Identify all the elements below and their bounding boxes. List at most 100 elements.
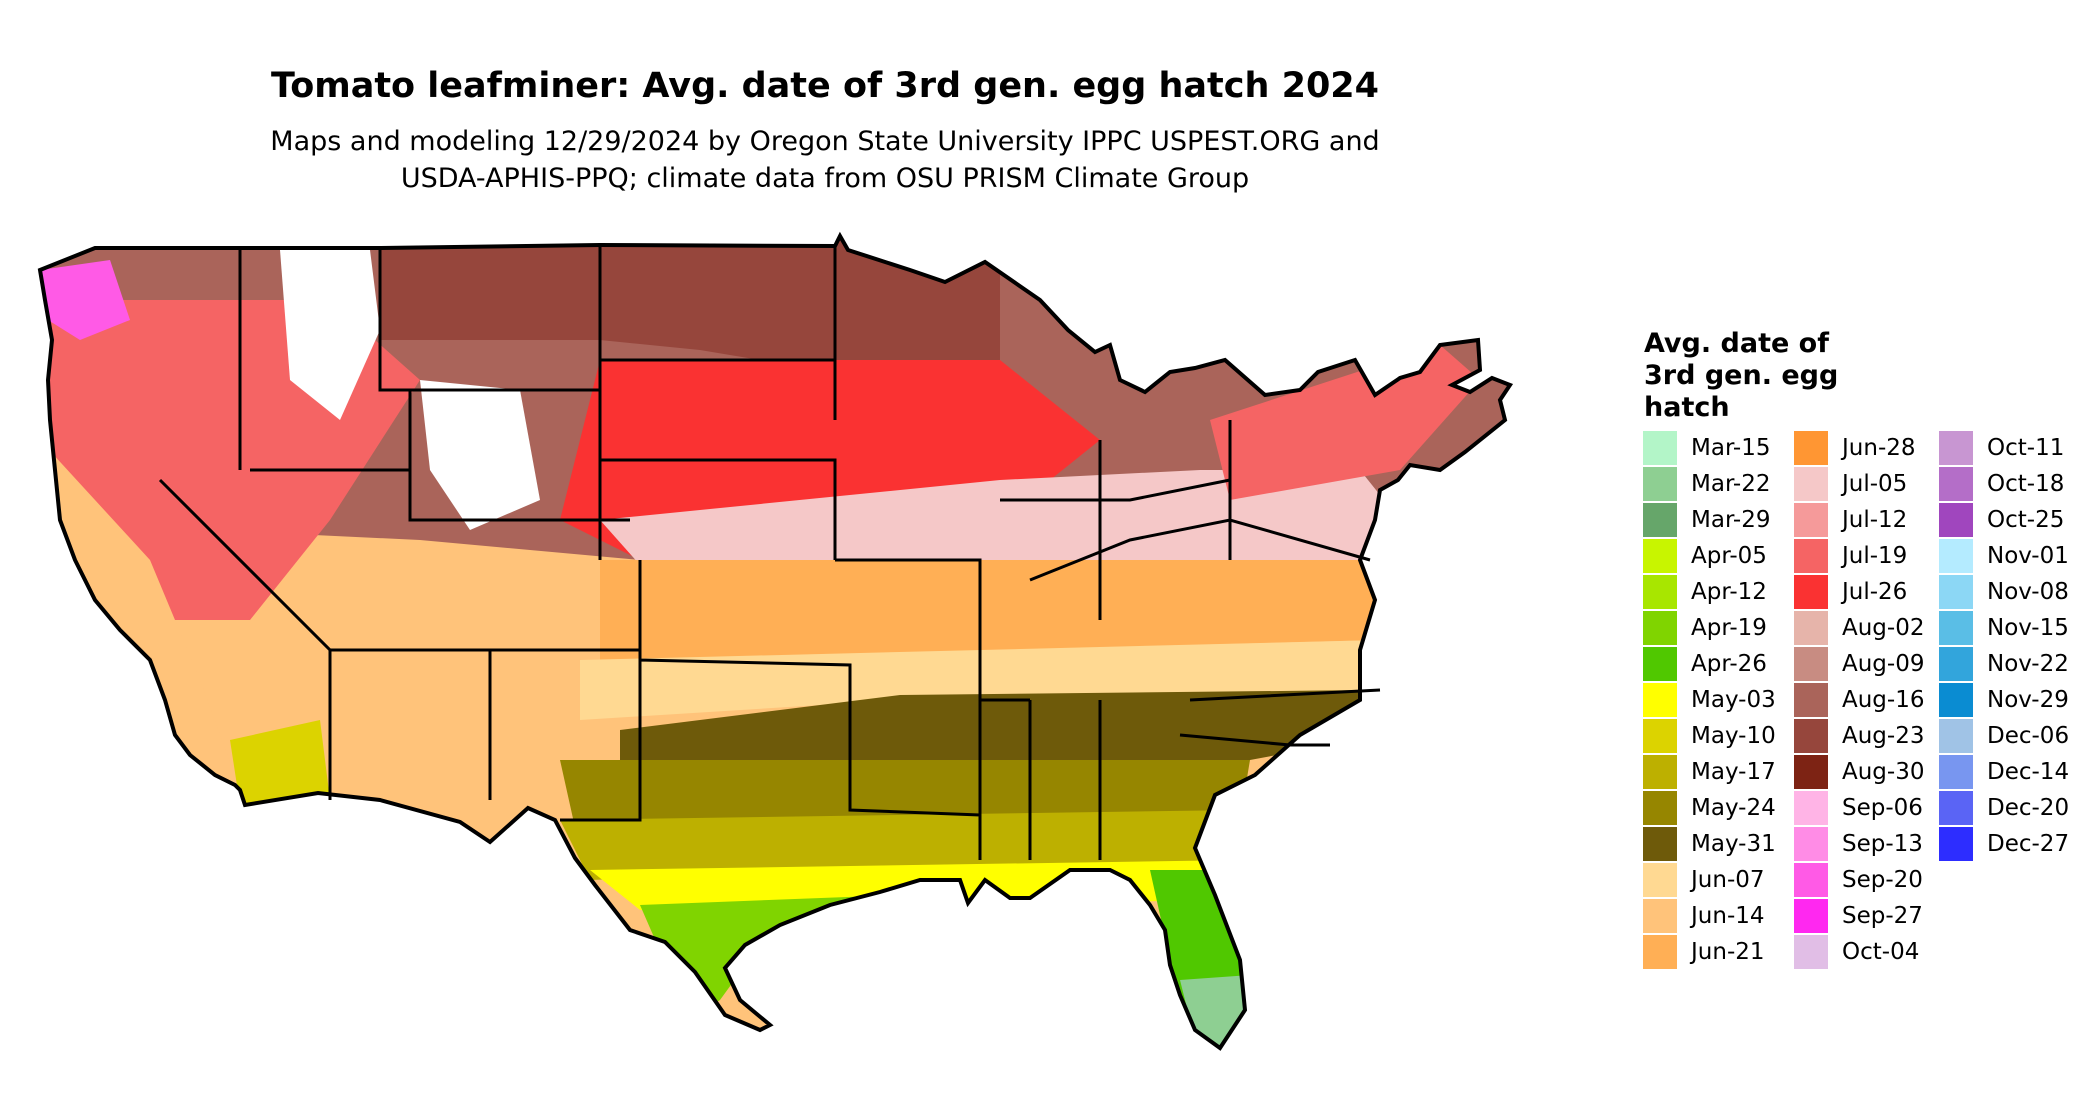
legend-item: Oct-11 [1939, 430, 2064, 466]
legend-swatch [1939, 647, 1973, 681]
legend-item: Jun-21 [1643, 934, 1765, 970]
legend-label: Jun-14 [1691, 903, 1765, 929]
legend-swatch [1643, 539, 1677, 573]
legend-swatch [1794, 575, 1828, 609]
legend-item: Jul-19 [1794, 538, 1907, 574]
legend-swatch [1939, 755, 1973, 789]
legend-label: Nov-29 [1987, 687, 2069, 713]
legend-swatch [1643, 647, 1677, 681]
legend-item: Jun-28 [1794, 430, 1916, 466]
legend-label: May-31 [1691, 831, 1776, 857]
legend-swatch [1939, 467, 1973, 501]
legend-swatch [1643, 719, 1677, 753]
legend-label: Sep-13 [1842, 831, 1923, 857]
legend-item: Jul-05 [1794, 466, 1907, 502]
legend-item: Aug-09 [1794, 646, 1924, 682]
legend-item: Nov-29 [1939, 682, 2069, 718]
legend-label: Oct-25 [1987, 507, 2065, 533]
legend-swatch [1643, 683, 1677, 717]
legend-label: Dec-06 [1987, 723, 2070, 749]
legend-swatch [1643, 935, 1677, 969]
legend-label: Nov-01 [1987, 543, 2069, 569]
legend-item: Mar-15 [1643, 430, 1771, 466]
legend-title-line: Avg. date of [1644, 328, 1829, 359]
legend-item: Apr-26 [1643, 646, 1767, 682]
legend-swatch [1939, 539, 1973, 573]
legend-item: Oct-04 [1794, 934, 1919, 970]
legend-item: Sep-27 [1794, 898, 1923, 934]
legend-label: May-24 [1691, 795, 1776, 821]
legend-label: Nov-15 [1987, 615, 2069, 641]
legend-swatch [1794, 683, 1828, 717]
legend-item: Dec-14 [1939, 754, 2069, 790]
legend-label: Sep-27 [1842, 903, 1923, 929]
legend-label: May-03 [1691, 687, 1776, 713]
legend-swatch [1794, 611, 1828, 645]
legend-item: Sep-20 [1794, 862, 1923, 898]
legend-label: Mar-22 [1691, 471, 1771, 497]
legend-item: Aug-16 [1794, 682, 1924, 718]
legend-label: Oct-11 [1987, 435, 2065, 461]
legend-label: Jul-05 [1842, 471, 1908, 497]
legend-label: Aug-30 [1842, 759, 1925, 785]
legend-label: Jun-21 [1691, 939, 1765, 965]
legend-item: Dec-20 [1939, 790, 2069, 826]
legend-item: Apr-19 [1643, 610, 1767, 646]
legend-item: Mar-29 [1643, 502, 1771, 538]
legend-item: May-17 [1643, 754, 1776, 790]
legend-item: Oct-18 [1939, 466, 2064, 502]
legend-item: Nov-15 [1939, 610, 2069, 646]
legend-item: Jun-07 [1643, 862, 1765, 898]
legend-item: Sep-13 [1794, 826, 1923, 862]
legend-swatch [1939, 503, 1973, 537]
legend-label: Jul-26 [1842, 579, 1908, 605]
legend-title-line: hatch [1644, 392, 1730, 423]
legend-item: Aug-02 [1794, 610, 1924, 646]
legend-label: May-10 [1691, 723, 1776, 749]
legend-item: Jun-14 [1643, 898, 1765, 934]
legend-swatch [1643, 503, 1677, 537]
legend-item: Sep-06 [1794, 790, 1923, 826]
legend-swatch [1643, 611, 1677, 645]
legend-swatch [1939, 431, 1973, 465]
map-subtitle-line-1: Maps and modeling 12/29/2024 by Oregon S… [270, 126, 1380, 157]
legend-label: Jul-19 [1842, 543, 1908, 569]
legend-item: May-31 [1643, 826, 1776, 862]
legend-swatch [1794, 791, 1828, 825]
legend-item: Mar-22 [1643, 466, 1771, 502]
legend-label: Aug-23 [1842, 723, 1925, 749]
legend-swatch [1643, 791, 1677, 825]
legend-label: Dec-20 [1987, 795, 2070, 821]
legend-swatch [1794, 647, 1828, 681]
legend-item: May-03 [1643, 682, 1776, 718]
legend-item: Jul-26 [1794, 574, 1907, 610]
legend-swatch [1794, 827, 1828, 861]
legend-item: Apr-12 [1643, 574, 1767, 610]
legend-swatch [1643, 863, 1677, 897]
legend-item: Apr-05 [1643, 538, 1767, 574]
legend-item: Nov-01 [1939, 538, 2069, 574]
legend-label: Jul-12 [1842, 507, 1908, 533]
legend-swatch [1643, 899, 1677, 933]
legend-item: Jul-12 [1794, 502, 1907, 538]
legend-label: Oct-04 [1842, 939, 1920, 965]
legend-item: Dec-27 [1939, 826, 2069, 862]
legend-item: Nov-08 [1939, 574, 2069, 610]
legend-label: Nov-22 [1987, 651, 2069, 677]
legend-swatch [1794, 431, 1828, 465]
legend-label: Sep-06 [1842, 795, 1923, 821]
legend-label: Nov-08 [1987, 579, 2069, 605]
legend-title: Avg. date of 3rd gen. egg hatch [1644, 328, 1904, 424]
map-title: Tomato leafminer: Avg. date of 3rd gen. … [270, 66, 1380, 106]
legend-label: Jun-07 [1691, 867, 1765, 893]
legend-title-line: 3rd gen. egg [1644, 360, 1839, 391]
legend-swatch [1939, 719, 1973, 753]
legend-label: Oct-18 [1987, 471, 2065, 497]
legend-label: Aug-09 [1842, 651, 1925, 677]
legend-swatch [1643, 575, 1677, 609]
legend-swatch [1939, 575, 1973, 609]
legend-label: Mar-29 [1691, 507, 1771, 533]
legend-label: Dec-27 [1987, 831, 2070, 857]
legend-swatch [1794, 719, 1828, 753]
legend-item: Aug-30 [1794, 754, 1924, 790]
